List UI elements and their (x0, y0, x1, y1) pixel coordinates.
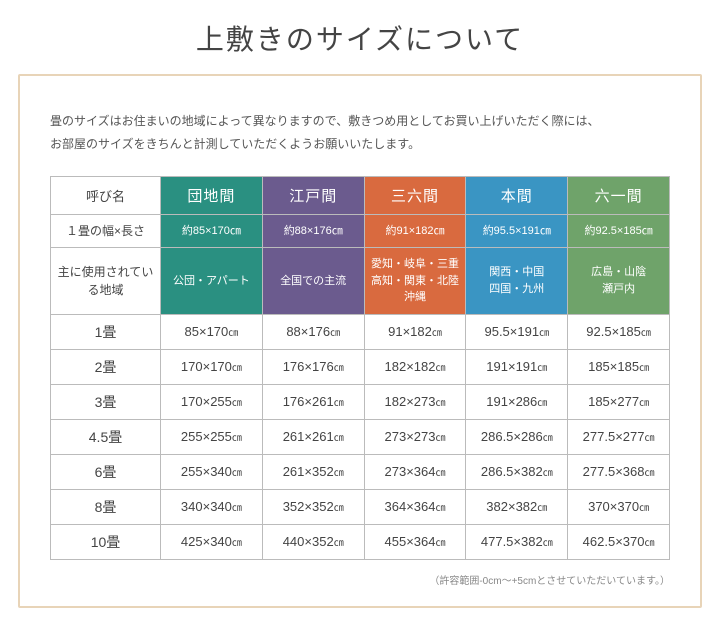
intro-line1: 畳のサイズはお住まいの地域によって異なりますので、敷きつめ用としてお買い上げいた… (50, 114, 599, 128)
size-cell-6-2: 455×364㎝ (364, 524, 466, 559)
table-row: １畳の幅×長さ約85×170㎝約88×176㎝約91×182㎝約95.5×191… (51, 214, 670, 248)
size-label-3: 4.5畳 (51, 419, 161, 454)
intro-line2: お部屋のサイズをきちんと計測していただくようお願いいたします。 (50, 137, 420, 151)
one-tatami-cell-4: 約92.5×185㎝ (568, 214, 670, 248)
size-cell-6-1: 440×352㎝ (262, 524, 364, 559)
table-row: 8畳340×340㎝352×352㎝364×364㎝382×382㎝370×37… (51, 489, 670, 524)
size-cell-4-4: 277.5×368㎝ (568, 454, 670, 489)
size-cell-3-2: 273×273㎝ (364, 419, 466, 454)
size-cell-6-4: 462.5×370㎝ (568, 524, 670, 559)
size-cell-2-3: 191×286㎝ (466, 384, 568, 419)
intro-text: 畳のサイズはお住まいの地域によって異なりますので、敷きつめ用としてお買い上げいた… (50, 110, 670, 156)
size-cell-3-0: 255×255㎝ (161, 419, 263, 454)
table-row: 4.5畳255×255㎝261×261㎝273×273㎝286.5×286㎝27… (51, 419, 670, 454)
size-cell-0-0: 85×170㎝ (161, 314, 263, 349)
size-table: 呼び名団地間江戸間三六間本間六一間１畳の幅×長さ約85×170㎝約88×176㎝… (50, 176, 670, 560)
size-cell-4-2: 273×364㎝ (364, 454, 466, 489)
size-cell-0-3: 95.5×191㎝ (466, 314, 568, 349)
column-header-4: 六一間 (568, 176, 670, 214)
size-cell-0-4: 92.5×185㎝ (568, 314, 670, 349)
one-tatami-cell-2: 約91×182㎝ (364, 214, 466, 248)
column-header-0: 団地間 (161, 176, 263, 214)
size-cell-1-0: 170×170㎝ (161, 349, 263, 384)
size-cell-1-4: 185×185㎝ (568, 349, 670, 384)
size-cell-1-2: 182×182㎝ (364, 349, 466, 384)
size-cell-4-1: 261×352㎝ (262, 454, 364, 489)
table-row: 1畳85×170㎝88×176㎝91×182㎝95.5×191㎝92.5×185… (51, 314, 670, 349)
size-label-5: 8畳 (51, 489, 161, 524)
region-cell-1: 全国での主流 (262, 248, 364, 315)
column-header-3: 本間 (466, 176, 568, 214)
size-cell-3-3: 286.5×286㎝ (466, 419, 568, 454)
size-label-1: 2畳 (51, 349, 161, 384)
size-cell-2-4: 185×277㎝ (568, 384, 670, 419)
size-cell-4-3: 286.5×382㎝ (466, 454, 568, 489)
row-header: 呼び名 (51, 176, 161, 214)
row-header: 主に使用されている地域 (51, 248, 161, 315)
one-tatami-cell-1: 約88×176㎝ (262, 214, 364, 248)
size-cell-2-0: 170×255㎝ (161, 384, 263, 419)
size-cell-3-1: 261×261㎝ (262, 419, 364, 454)
table-row: 10畳425×340㎝440×352㎝455×364㎝477.5×382㎝462… (51, 524, 670, 559)
size-cell-1-1: 176×176㎝ (262, 349, 364, 384)
size-cell-0-2: 91×182㎝ (364, 314, 466, 349)
size-cell-5-2: 364×364㎝ (364, 489, 466, 524)
region-cell-0: 公団・アパート (161, 248, 263, 315)
size-cell-2-1: 176×261㎝ (262, 384, 364, 419)
table-row: 6畳255×340㎝261×352㎝273×364㎝286.5×382㎝277.… (51, 454, 670, 489)
size-cell-5-4: 370×370㎝ (568, 489, 670, 524)
size-cell-6-3: 477.5×382㎝ (466, 524, 568, 559)
content-frame: 畳のサイズはお住まいの地域によって異なりますので、敷きつめ用としてお買い上げいた… (18, 74, 702, 608)
region-cell-4: 広島・山陰瀬戸内 (568, 248, 670, 315)
table-row: 呼び名団地間江戸間三六間本間六一間 (51, 176, 670, 214)
size-cell-5-1: 352×352㎝ (262, 489, 364, 524)
size-cell-5-3: 382×382㎝ (466, 489, 568, 524)
column-header-2: 三六間 (364, 176, 466, 214)
size-cell-5-0: 340×340㎝ (161, 489, 263, 524)
size-label-6: 10畳 (51, 524, 161, 559)
size-label-4: 6畳 (51, 454, 161, 489)
size-cell-0-1: 88×176㎝ (262, 314, 364, 349)
size-cell-4-0: 255×340㎝ (161, 454, 263, 489)
size-label-2: 3畳 (51, 384, 161, 419)
region-cell-3: 関西・中国四国・九州 (466, 248, 568, 315)
table-row: 2畳170×170㎝176×176㎝182×182㎝191×191㎝185×18… (51, 349, 670, 384)
size-cell-3-4: 277.5×277㎝ (568, 419, 670, 454)
size-cell-6-0: 425×340㎝ (161, 524, 263, 559)
size-cell-1-3: 191×191㎝ (466, 349, 568, 384)
column-header-1: 江戸間 (262, 176, 364, 214)
one-tatami-cell-3: 約95.5×191㎝ (466, 214, 568, 248)
table-row: 主に使用されている地域公団・アパート全国での主流愛知・岐阜・三重高知・関東・北陸… (51, 248, 670, 315)
region-cell-2: 愛知・岐阜・三重高知・関東・北陸沖縄 (364, 248, 466, 315)
table-row: 3畳170×255㎝176×261㎝182×273㎝191×286㎝185×27… (51, 384, 670, 419)
size-cell-2-2: 182×273㎝ (364, 384, 466, 419)
page-title: 上敷きのサイズについて (0, 0, 720, 74)
one-tatami-cell-0: 約85×170㎝ (161, 214, 263, 248)
tolerance-note: （許容範囲-0cm～+5cmとさせていただいています。） (50, 572, 670, 587)
size-label-0: 1畳 (51, 314, 161, 349)
row-header: １畳の幅×長さ (51, 214, 161, 248)
